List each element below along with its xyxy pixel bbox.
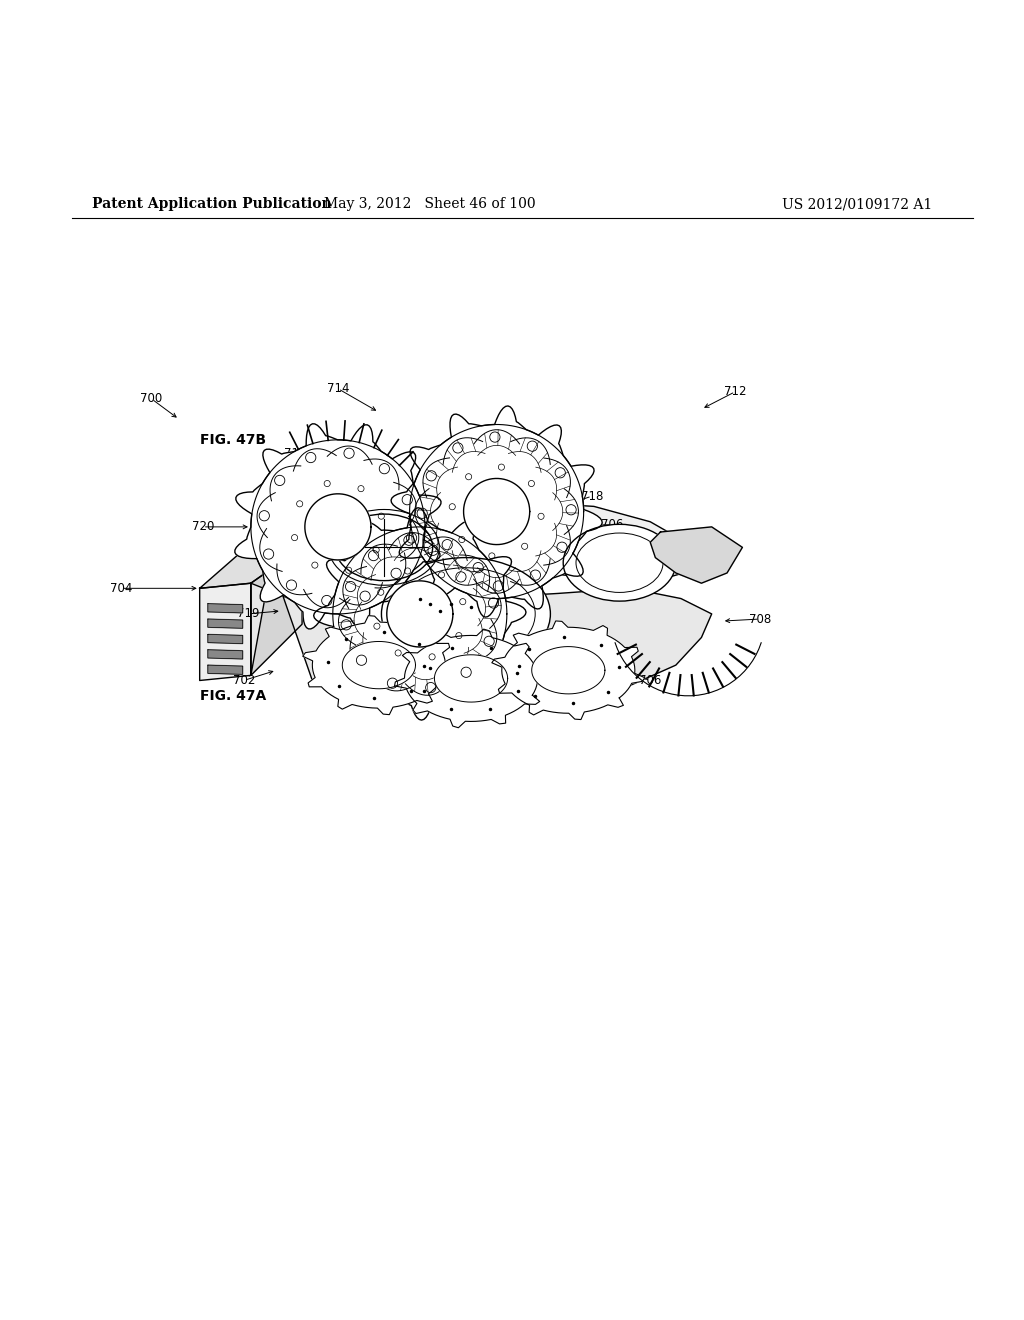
Polygon shape [394, 630, 548, 727]
Text: May 3, 2012   Sheet 46 of 100: May 3, 2012 Sheet 46 of 100 [325, 197, 536, 211]
Text: 718: 718 [581, 490, 603, 503]
Circle shape [305, 494, 371, 560]
Polygon shape [208, 665, 243, 675]
Text: 704: 704 [110, 582, 132, 595]
Text: 714: 714 [327, 383, 349, 395]
Text: 700: 700 [140, 392, 163, 405]
Text: Patent Application Publication: Patent Application Publication [92, 197, 332, 211]
Text: 706: 706 [639, 675, 662, 686]
Polygon shape [208, 635, 243, 644]
Polygon shape [391, 407, 602, 616]
Circle shape [464, 478, 529, 545]
Text: 720: 720 [191, 520, 214, 533]
Polygon shape [531, 647, 605, 694]
Text: FIG. 47A: FIG. 47A [200, 689, 266, 702]
Polygon shape [234, 424, 441, 630]
Polygon shape [200, 548, 302, 589]
Text: 719: 719 [237, 607, 259, 620]
Text: 708: 708 [749, 612, 771, 626]
Ellipse shape [563, 524, 676, 601]
Polygon shape [208, 649, 243, 659]
Polygon shape [251, 548, 302, 676]
Polygon shape [271, 502, 701, 578]
Text: FIG. 47B: FIG. 47B [200, 433, 266, 447]
Circle shape [387, 581, 453, 647]
Polygon shape [342, 642, 416, 689]
Text: US 2012/0109172 A1: US 2012/0109172 A1 [781, 197, 932, 211]
Polygon shape [492, 620, 645, 719]
Polygon shape [434, 655, 508, 702]
Text: 710: 710 [362, 689, 385, 702]
Polygon shape [251, 562, 712, 706]
Polygon shape [650, 527, 742, 583]
Polygon shape [200, 583, 251, 681]
Text: 702: 702 [232, 675, 255, 686]
Text: 716: 716 [284, 446, 306, 459]
Polygon shape [208, 619, 243, 628]
Text: 708: 708 [509, 652, 531, 664]
Text: 712: 712 [724, 385, 746, 399]
Ellipse shape [336, 513, 432, 581]
Ellipse shape [381, 557, 551, 671]
Polygon shape [313, 508, 526, 721]
Polygon shape [303, 615, 455, 714]
Polygon shape [208, 603, 243, 612]
Text: 706: 706 [601, 519, 624, 532]
